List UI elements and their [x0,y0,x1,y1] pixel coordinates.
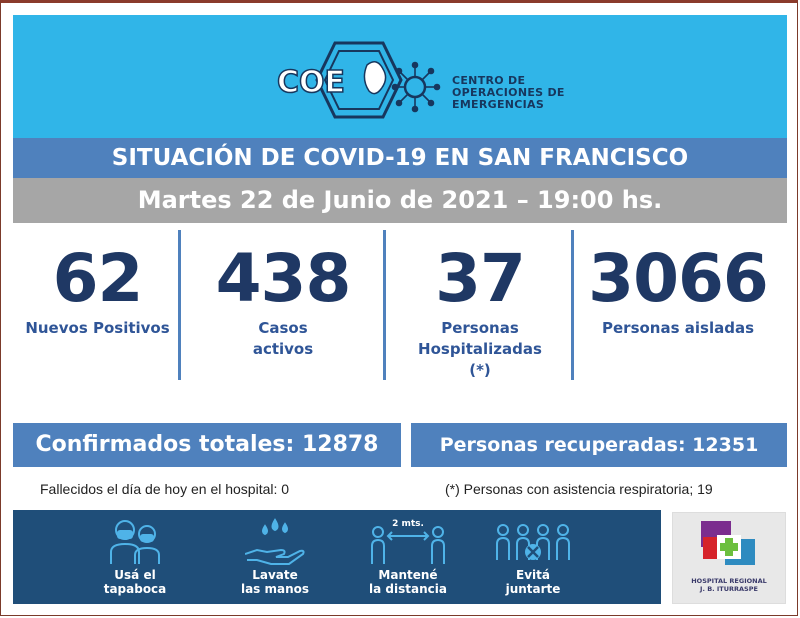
org-name: CENTRO DE OPERACIONES DE EMERGENCIAS [452,74,565,111]
header-banner: COE CENTRO DE OPERACIONES DE EMERGENCIAS [13,15,787,138]
tip-avoid-gatherings: Evitá juntarte [458,510,608,604]
deaths-note: Fallecidos el día de hoy en el hospital:… [40,481,290,497]
stat-value: 62 [52,240,144,317]
stat-value: 438 [215,240,352,317]
hospital-name: HOSPITAL REGIONAL J. B. ITURRASPE [691,577,767,593]
coe-logo-text: COE [277,65,345,100]
recovered-total-box: Personas recuperadas: 12351 [411,423,787,467]
mask-people-icon [110,520,160,564]
report-date: Martes 22 de Junio de 2021 – 19:00 hs. [13,178,787,223]
stat-label: Personas aisladas [602,319,754,337]
distance-icon: 2 mts. [371,519,445,564]
stat-isolated: 3066 Personas aisladas [578,240,778,339]
stat-label: Personas Hospitalizadas (*) [418,319,542,379]
tip-label: Evitá juntarte [505,568,561,596]
stat-label: Casos activos [252,319,314,358]
tip-label: Mantené la distancia [369,568,447,596]
tip-wash-hands: Lavate las manos [200,510,350,604]
divider [178,230,181,380]
hospital-logo: HOSPITAL REGIONAL J. B. ITURRASPE [672,512,786,604]
stat-value: 37 [435,240,526,317]
stat-hospitalized: 37 Personas Hospitalizadas (*) [390,240,570,381]
tip-mask: Usá el tapaboca [60,510,210,604]
tip-label: Usá el tapaboca [103,568,167,596]
distance-label: 2 mts. [392,519,424,529]
coe-logo: COE CENTRO DE OPERACIONES DE EMERGENCIAS [275,35,595,125]
coe-emblem-icon: COE [276,41,441,119]
tip-distance: 2 mts. Mantené la distancia [333,510,483,604]
prevention-banner: Usá el tapaboca Lavate las manos 2 mts. … [13,510,661,604]
crowd-icon [496,524,570,560]
stat-value: 3066 [588,240,769,317]
respiratory-note: (*) Personas con asistencia respiratoria… [445,481,713,497]
stat-label: Nuevos Positivos [25,319,170,337]
confirmed-total-box: Confirmados totales: 12878 [13,423,401,467]
divider [383,230,386,380]
stat-new-positives: 62 Nuevos Positivos [15,240,180,339]
divider [571,230,574,380]
hospital-cross-icon [701,521,755,565]
tip-label: Lavate las manos [240,568,310,596]
stat-active-cases: 438 Casos activos [188,240,378,360]
page-title: SITUACIÓN DE COVID-19 EN SAN FRANCISCO [13,138,787,178]
hand-wash-icon [245,518,305,565]
